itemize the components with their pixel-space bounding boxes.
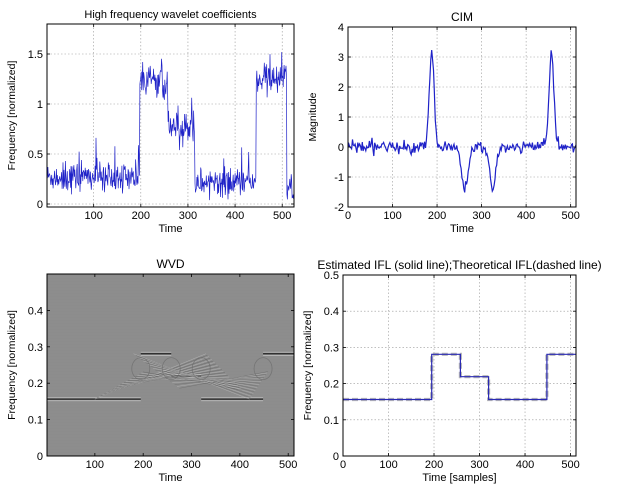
estimated-ifl-solid-line — [343, 353, 576, 401]
x-axis-label: Time — [158, 472, 182, 484]
x-tick-label: 200 — [428, 210, 446, 222]
wavelet-coefficient-line — [46, 52, 295, 201]
x-tick-label: 500 — [279, 459, 297, 471]
y-tick-label: -2 — [334, 202, 344, 214]
x-tick-label: 300 — [470, 459, 488, 471]
x-tick-label: 200 — [134, 459, 152, 471]
x-tick-label: 200 — [425, 459, 443, 471]
y-tick-label: 2 — [338, 82, 344, 94]
x-tick-label: 300 — [182, 459, 200, 471]
x-axis-label: Time — [158, 223, 182, 235]
axes-frame — [46, 23, 295, 208]
y-tick-label: 0 — [37, 451, 43, 463]
y-tick-label: 0.3 — [324, 342, 339, 354]
x-tick-label: 100 — [379, 459, 397, 471]
chart-title: WVD — [157, 257, 185, 271]
y-tick-label: -1 — [334, 172, 344, 184]
y-tick-label: 0.3 — [28, 342, 43, 354]
x-tick-label: 500 — [561, 210, 579, 222]
y-tick-label: 0 — [333, 451, 339, 463]
y-tick-label: 4 — [338, 22, 344, 34]
x-tick-label: 300 — [179, 210, 197, 222]
y-tick-label: 1.5 — [28, 49, 43, 61]
x-tick-label: 400 — [516, 459, 534, 471]
x-tick-label: 400 — [226, 210, 244, 222]
y-tick-label: 0 — [37, 199, 43, 211]
y-tick-label: 0.4 — [324, 306, 339, 318]
cim-line — [347, 50, 577, 194]
x-tick-label: 100 — [383, 210, 401, 222]
wvd-plot: WVD 100 200 300 400 500 0 0.1 0.2 0.3 0.4 Time Frequ… — [6, 257, 297, 484]
wvd-image — [47, 274, 294, 456]
y-tick-label: 3 — [338, 52, 344, 64]
x-tick-label: 400 — [517, 210, 535, 222]
y-tick-label: 0.5 — [324, 270, 339, 282]
x-tick-label: 100 — [84, 210, 102, 222]
chart-title: Estimated IFL (solid line);Theoretical I… — [317, 258, 601, 272]
chart-title: CIM — [451, 10, 473, 24]
theoretical-ifl-dashed-line — [343, 352, 576, 402]
wavelet-coefficients-plot: High frequency wavelet coefficients 100 20… — [6, 9, 295, 235]
x-tick-label: 200 — [132, 210, 150, 222]
chart-title: High frequency wavelet coefficients — [84, 9, 257, 21]
x-axis-label: Time [samples] — [422, 472, 496, 484]
x-tick-label: 0 — [345, 210, 351, 222]
y-tick-label: 0 — [338, 142, 344, 154]
y-axis-label: Frequency [normalized] — [6, 310, 18, 420]
y-tick-label: 0.1 — [324, 415, 339, 427]
x-axis-label: Time — [450, 223, 474, 235]
y-tick-label: 0.2 — [324, 379, 339, 391]
axes-frame — [342, 274, 577, 457]
ifl-plot: Estimated IFL (solid line);Theoretical I… — [302, 258, 602, 484]
x-tick-label: 400 — [231, 459, 249, 471]
y-tick-label: 0.2 — [28, 378, 43, 390]
x-tick-label: 300 — [472, 210, 490, 222]
x-tick-label: 100 — [86, 459, 104, 471]
axes-frame — [46, 273, 295, 457]
y-axis-label: Magnitude — [307, 92, 319, 141]
x-tick-label: 500 — [561, 459, 579, 471]
x-tick-label: 0 — [340, 459, 346, 471]
y-tick-label: 1 — [37, 99, 43, 111]
y-tick-label: 0.4 — [28, 305, 43, 317]
x-tick-label: 500 — [273, 210, 291, 222]
y-axis-label: Frequency [normalized] — [302, 311, 314, 421]
y-tick-label: 1 — [338, 112, 344, 124]
cim-plot: CIM 0 100 200 300 400 500 -2 -1 0 1 2 3 4 Time Magnitud… — [307, 10, 580, 235]
y-tick-label: 0.1 — [28, 415, 43, 427]
y-axis-label: Frequency [normalized] — [6, 61, 18, 171]
y-tick-label: 0.5 — [28, 149, 43, 161]
